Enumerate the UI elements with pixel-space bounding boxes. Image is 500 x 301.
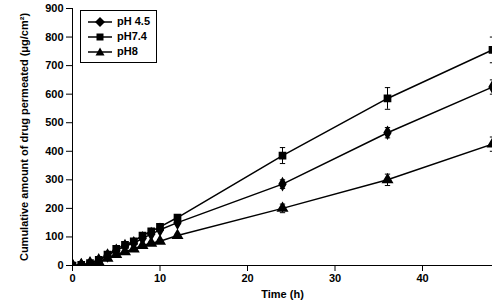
svg-text:10: 10	[154, 272, 166, 284]
svg-text:0: 0	[69, 272, 75, 284]
svg-text:500: 500	[45, 116, 63, 128]
svg-text:Cumulative amount of drug perm: Cumulative amount of drug permeated (μg/…	[18, 13, 30, 261]
svg-text:0: 0	[57, 259, 63, 271]
svg-text:200: 200	[45, 202, 63, 214]
svg-text:600: 600	[45, 88, 63, 100]
svg-text:800: 800	[45, 31, 63, 43]
html-text:pH8: pH8	[117, 45, 138, 57]
html-text:pH 4.5: pH 4.5	[117, 15, 150, 27]
svg-text:30: 30	[329, 272, 341, 284]
html-text:pH7.4: pH7.4	[117, 30, 147, 42]
svg-text:100: 100	[45, 230, 63, 242]
svg-text:40: 40	[416, 272, 428, 284]
svg-text:400: 400	[45, 145, 63, 157]
svg-text:20: 20	[241, 272, 253, 284]
svg-text:300: 300	[45, 173, 63, 185]
svg-text:Time (h): Time (h)	[261, 288, 304, 300]
svg-text:700: 700	[45, 59, 63, 71]
svg-text:900: 900	[45, 2, 63, 14]
